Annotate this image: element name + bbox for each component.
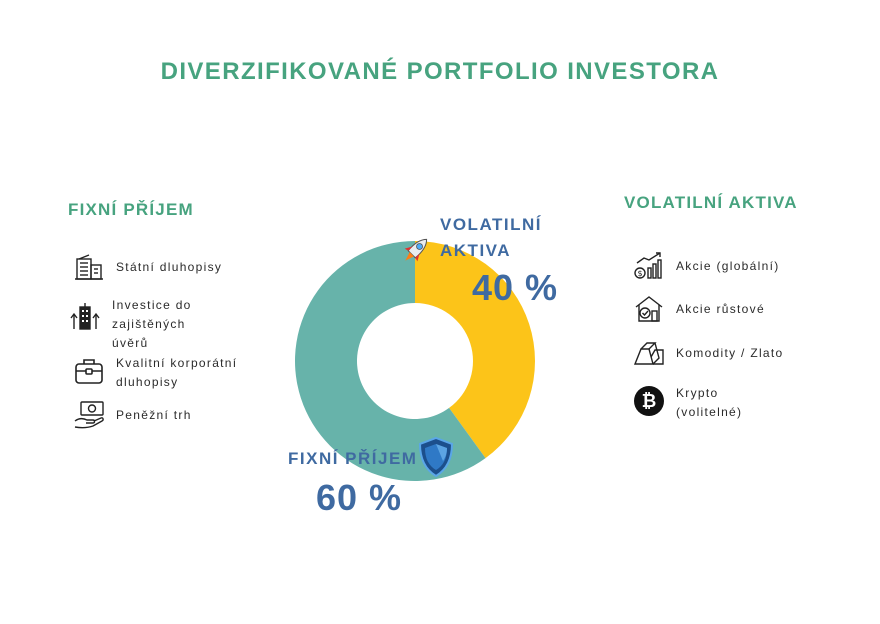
list-item-state-bonds: Státní dluhopisy xyxy=(72,250,222,284)
list-item-commodities: Komodity / Zlato xyxy=(632,336,784,370)
list-item-growth-stocks: Akcie růstové xyxy=(632,292,765,326)
briefcase-icon xyxy=(72,354,106,388)
house-growth-icon xyxy=(632,292,666,326)
donut-slice-volatile xyxy=(415,241,535,459)
fixed-slice-percent: 60 % xyxy=(316,477,403,518)
bitcoin-icon: ₿ xyxy=(632,384,666,418)
volatile-assets-heading: VOLATILNÍ AKTIVA xyxy=(624,193,798,212)
shield-icon xyxy=(418,436,454,478)
list-item-secured-loans: Investice do zajištěných úvěrů xyxy=(68,296,192,353)
list-item-label: Komodity / Zlato xyxy=(676,345,784,360)
svg-text:₿: ₿ xyxy=(642,391,657,412)
volatile-slice-percent: 40 % xyxy=(472,267,559,308)
list-item-corporate-bonds: Kvalitní korporátní dluhopisy xyxy=(72,354,237,392)
growth-chart-icon: $ xyxy=(632,249,666,283)
allocation-donut-chart xyxy=(295,241,535,481)
list-item-label: Akcie růstové xyxy=(676,301,765,316)
fixed-income-heading: FIXNÍ PŘÍJEM xyxy=(68,200,194,219)
list-item-label: Investice do zajištěných úvěrů xyxy=(112,298,192,350)
gold-bars-icon xyxy=(632,336,666,370)
list-item-label: Státní dluhopisy xyxy=(116,259,223,274)
list-item-label: Akcie (globální) xyxy=(676,258,780,273)
money-hand-icon xyxy=(72,398,106,432)
list-item-label: Kvalitní korporátní dluhopisy xyxy=(116,356,238,389)
page-title: DIVERZIFIKOVANÉ PORTFOLIO INVESTORA xyxy=(160,58,720,85)
volatile-slice-label: VOLATILNÍ AKTIVA xyxy=(440,212,542,264)
svg-text:$: $ xyxy=(637,269,642,278)
rocket-icon xyxy=(404,238,428,262)
list-item-label: Peněžní trh xyxy=(116,407,192,422)
government-building-icon xyxy=(72,250,106,284)
list-item-crypto: ₿ Krypto (volitelné) xyxy=(632,384,742,422)
volatile-slice-title: VOLATILNÍ AKTIVA xyxy=(440,215,542,260)
skyscraper-arrows-icon xyxy=(68,300,102,334)
donut-slice-fixed xyxy=(295,241,486,481)
fixed-slice-title: FIXNÍ PŘÍJEM xyxy=(288,449,418,468)
list-item-global-stocks: $ Akcie (globální) xyxy=(632,249,780,283)
list-item-money-market: Peněžní trh xyxy=(72,398,192,432)
fixed-slice-label: FIXNÍ PŘÍJEM xyxy=(288,446,417,472)
list-item-label: Krypto (volitelné) xyxy=(676,386,743,419)
